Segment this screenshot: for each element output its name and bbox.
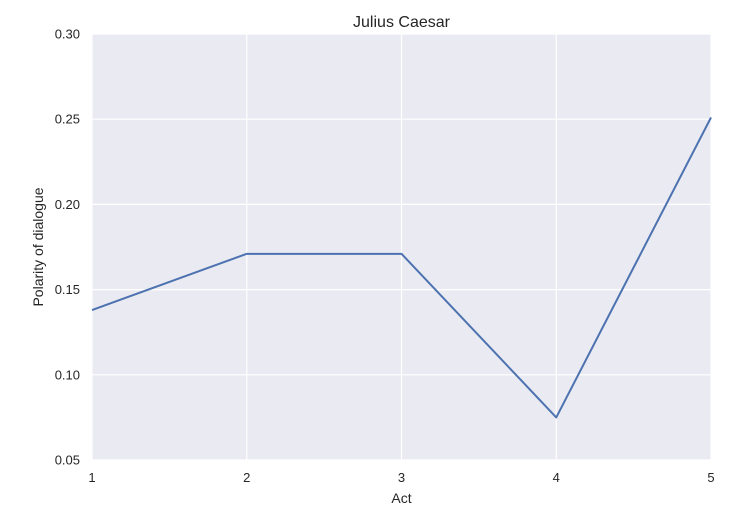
x-tick-label: 2 xyxy=(243,470,250,485)
x-axis-label: Act xyxy=(391,490,411,506)
y-tick-label: 0.20 xyxy=(55,197,80,212)
x-tick-label: 5 xyxy=(707,470,714,485)
y-tick-label: 0.30 xyxy=(55,27,80,42)
chart-title: Julius Caesar xyxy=(353,14,451,31)
tick-labels: 1 2 3 4 5 0.05 0.10 0.15 0.20 0.25 0.30 xyxy=(55,27,715,486)
x-tick-label: 4 xyxy=(553,470,560,485)
y-tick-label: 0.25 xyxy=(55,112,80,127)
y-tick-label: 0.15 xyxy=(55,282,80,297)
y-tick-label: 0.05 xyxy=(55,453,80,468)
x-tick-label: 3 xyxy=(398,470,405,485)
grid-lines xyxy=(91,33,712,461)
series-line xyxy=(91,117,712,419)
series-layer xyxy=(91,117,712,419)
y-axis-label: Polarity of dialogue xyxy=(30,187,46,306)
x-tick-label: 1 xyxy=(88,470,95,485)
y-tick-label: 0.10 xyxy=(55,367,80,382)
